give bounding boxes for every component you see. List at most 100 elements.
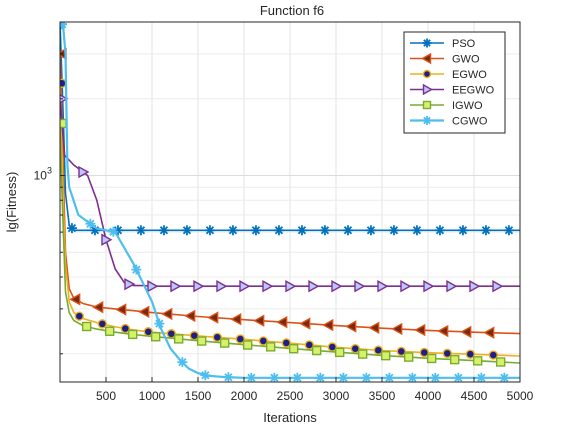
data-point-star	[319, 225, 330, 236]
x-tick-label: 1500	[185, 389, 212, 403]
data-point-star	[223, 372, 234, 382]
x-tick-label: 4500	[461, 389, 488, 403]
star-stroke	[228, 226, 238, 235]
data-point-star	[154, 318, 165, 329]
data-point-star	[422, 116, 432, 125]
data-point-triangle-right	[170, 280, 182, 293]
legend-label: EGWO	[452, 69, 487, 81]
y-tick-label: 103	[34, 166, 52, 183]
data-point-triangle-left	[345, 320, 357, 333]
data-point-circle	[396, 346, 407, 357]
star-stroke	[504, 226, 514, 235]
data-point-square	[311, 345, 322, 356]
data-point-star	[246, 372, 257, 382]
star-stroke	[109, 227, 118, 236]
x-tick-label: 3000	[323, 389, 350, 403]
star-stroke	[362, 373, 371, 382]
data-point-triangle-right	[423, 280, 435, 293]
data-point-triangle-left	[460, 325, 472, 339]
data-point-triangle-right	[124, 277, 136, 291]
legend-label: CGWO	[452, 116, 488, 128]
data-point-triangle-left	[414, 323, 426, 337]
legend: PSO GWO EGWO EEGWO IGWO CGWO	[403, 31, 506, 134]
data-point-triangle-left	[69, 293, 81, 306]
data-point-triangle-right	[377, 280, 389, 293]
data-point-triangle-left	[92, 301, 104, 314]
x-tick-label: 1000	[139, 389, 166, 403]
star-stroke	[155, 319, 164, 328]
data-point-circle	[373, 345, 384, 355]
data-point-triangle-right	[193, 280, 205, 293]
y-axis-label: lg(Fitness)	[4, 172, 19, 233]
data-point-star	[476, 372, 487, 382]
data-point-circle	[60, 78, 67, 88]
legend-label: IGWO	[452, 100, 483, 112]
data-point-square	[403, 352, 414, 362]
data-point-square	[288, 343, 299, 354]
data-point-star	[411, 225, 422, 236]
data-point-circle	[304, 340, 315, 350]
data-point-triangle-right	[60, 94, 69, 104]
star-stroke	[86, 219, 95, 228]
star-stroke	[274, 226, 284, 235]
data-point-triangle-left	[253, 314, 265, 327]
data-point-triangle-left	[368, 321, 380, 334]
data-point-star	[227, 225, 238, 236]
star-stroke	[458, 226, 468, 235]
data-point-star	[60, 22, 67, 30]
data-point-circle	[212, 332, 223, 343]
x-tick-label: 5000	[507, 389, 534, 403]
data-point-triangle-right	[446, 280, 458, 293]
data-point-star	[269, 372, 280, 382]
data-point-triangle-left	[230, 313, 242, 326]
series-igwo	[60, 118, 520, 367]
data-point-triangle-right	[492, 280, 504, 293]
legend-box	[403, 31, 506, 134]
legend-label: GWO	[452, 54, 480, 66]
star-stroke	[339, 373, 348, 382]
legend-item-gwo: GWO	[410, 52, 480, 66]
series-eegwo	[60, 94, 520, 293]
star-stroke	[320, 226, 330, 235]
data-point-star	[407, 372, 418, 382]
data-point-star	[388, 225, 399, 236]
data-point-star	[457, 225, 468, 236]
data-point-star	[361, 372, 372, 382]
series-layer	[60, 22, 520, 382]
star-stroke	[477, 373, 486, 382]
data-point-star	[365, 225, 376, 236]
data-point-square	[127, 329, 138, 340]
data-point-star	[250, 225, 261, 236]
star-stroke	[270, 373, 279, 382]
data-point-star	[342, 225, 353, 236]
data-point-star	[384, 372, 395, 382]
legend-item-cgwo: CGWO	[410, 116, 488, 128]
legend-item-pso: PSO	[410, 38, 476, 50]
data-point-triangle-right	[101, 233, 113, 246]
data-point-star	[181, 225, 192, 236]
data-point-star	[85, 218, 96, 229]
data-point-star	[204, 225, 215, 236]
chart-title: Function f6	[260, 3, 324, 18]
data-point-triangle-left	[161, 307, 173, 321]
data-point-triangle-left	[207, 311, 219, 324]
legend-item-igwo: IGWO	[410, 100, 483, 112]
star-stroke	[316, 373, 325, 382]
legend-item-eegwo: EEGWO	[410, 83, 495, 97]
x-axis-ticks: 500 1000 1500 2000 2500 3000 3500 4000 4500 5000	[96, 377, 534, 403]
data-point-square	[449, 354, 460, 365]
data-point-triangle-right	[422, 83, 433, 96]
x-axis-label: Iterations	[263, 410, 317, 425]
y-axis-ticks: 103	[34, 21, 65, 355]
star-stroke	[224, 373, 233, 382]
data-point-square	[334, 347, 345, 358]
data-point-circle	[350, 343, 361, 354]
star-stroke	[435, 226, 445, 235]
data-point-star	[273, 225, 284, 236]
star-stroke	[60, 22, 66, 28]
star-stroke	[454, 373, 463, 382]
data-point-star	[338, 372, 349, 382]
data-point-triangle-left	[184, 309, 196, 323]
star-stroke	[385, 373, 394, 382]
star-stroke	[389, 226, 399, 235]
